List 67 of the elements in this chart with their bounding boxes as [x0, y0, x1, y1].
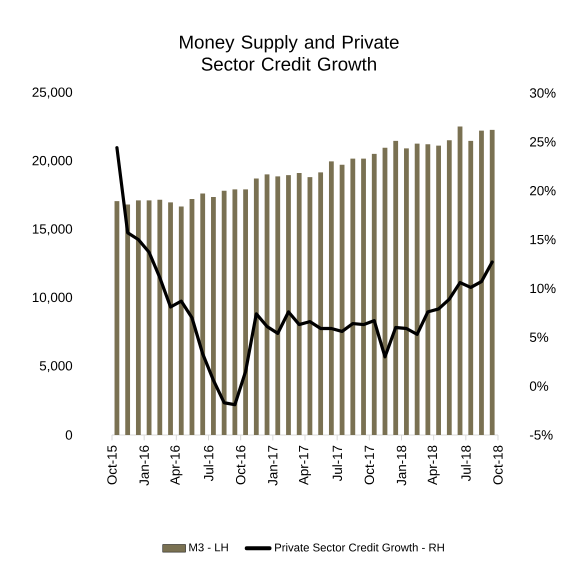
- legend-label: Private Sector Credit Growth - RH: [275, 543, 444, 552]
- bar: [254, 178, 259, 435]
- x-tick-label: Apr-17: [299, 446, 311, 486]
- y2-tick-label: 30%: [530, 88, 556, 98]
- bar: [382, 148, 388, 435]
- x-tick-label: Oct-16: [236, 446, 246, 484]
- bar: [168, 202, 173, 435]
- x-tick-label: Jul-18: [460, 446, 471, 482]
- bar: [222, 190, 227, 435]
- y-tick-label: 0: [66, 430, 72, 440]
- x-tick-label: Apr-18: [428, 446, 440, 486]
- line-series: [115, 146, 494, 406]
- x-tick-label: Oct-15: [107, 446, 117, 484]
- y-tick-label: 15,000: [32, 224, 72, 236]
- x-tick-label: Apr-16: [170, 446, 182, 486]
- bar: [178, 206, 184, 435]
- chart-title: Money Supply and Private Sector Credit Growth: [180, 35, 399, 71]
- bar: [200, 194, 206, 435]
- bar: [490, 130, 495, 435]
- y2-tick-label: 25%: [530, 137, 556, 147]
- bar: [114, 201, 120, 435]
- y2-tick-label: 10%: [530, 284, 556, 294]
- bar: [146, 200, 152, 435]
- bar: [328, 161, 334, 435]
- y-tick-label: 25,000: [32, 87, 72, 99]
- x-tick-label: Oct-17: [364, 446, 374, 484]
- x-tick-label: Jul-16: [204, 446, 214, 482]
- bar: [414, 144, 420, 435]
- y2-tick-label: 5%: [530, 332, 548, 342]
- bar: [458, 126, 462, 435]
- bar: [232, 189, 238, 435]
- bar: [190, 199, 194, 435]
- bar: [286, 175, 291, 435]
- bar: [404, 148, 409, 435]
- bar: [243, 189, 248, 435]
- y-tick-label: 10,000: [32, 292, 72, 304]
- bar: [136, 200, 141, 435]
- x-tick-label: Jan-18: [396, 446, 406, 486]
- bar: [361, 158, 366, 435]
- bar: [425, 144, 430, 435]
- legend-label: M3 - LH: [189, 543, 228, 552]
- bar: [275, 176, 280, 435]
- bar: [157, 200, 162, 435]
- bar: [446, 140, 452, 435]
- bar: [393, 140, 398, 435]
- bar: [125, 204, 130, 435]
- x-tick-label: Jan-16: [139, 446, 149, 486]
- bar: [318, 172, 324, 435]
- x-tick-label: Oct-18: [493, 446, 503, 484]
- bar: [372, 154, 377, 435]
- bar: [350, 158, 356, 435]
- y2-tick-label: -5%: [530, 430, 553, 440]
- y-tick-label: 5,000: [40, 361, 72, 372]
- y-tick-label: 20,000: [32, 156, 72, 167]
- x-tick-label: Jan-17: [268, 446, 278, 486]
- bar: [296, 173, 302, 435]
- bar: [479, 130, 484, 435]
- y2-tick-label: 15%: [530, 234, 556, 244]
- bar: [308, 177, 312, 435]
- bar: [264, 174, 270, 435]
- bar: [340, 164, 344, 435]
- bar: [211, 196, 216, 435]
- x-tick-label: Jul-17: [332, 446, 342, 482]
- bar: [468, 140, 474, 435]
- y2-tick-label: 0%: [530, 381, 548, 391]
- bar: [436, 146, 441, 435]
- y2-tick-label: 20%: [530, 186, 556, 196]
